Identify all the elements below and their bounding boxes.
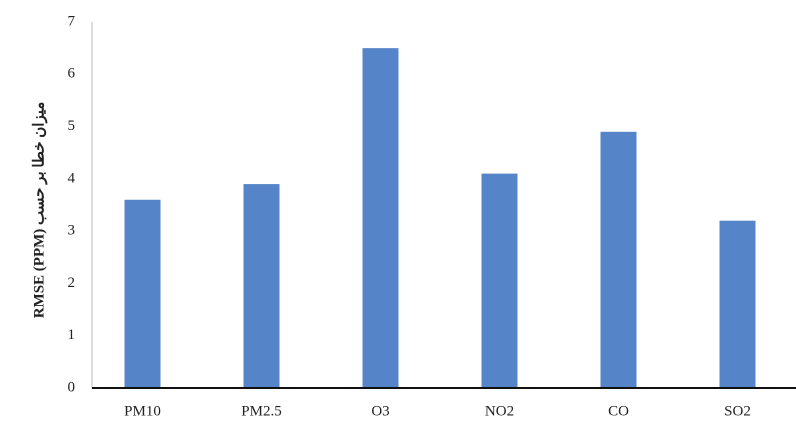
bar [719, 220, 756, 388]
y-axis-label: میزان خطا بر حسب RMSE (PPM) [31, 102, 47, 319]
x-tick-label: CO [608, 403, 629, 419]
x-tick-label: SO2 [724, 403, 751, 419]
x-tick-label: O3 [371, 403, 389, 419]
bar [600, 131, 637, 389]
bar [124, 199, 161, 388]
y-tick-label: 1 [68, 327, 76, 343]
y-tick-label: 6 [68, 66, 76, 82]
x-tick-label: NO2 [485, 403, 514, 419]
bar [362, 48, 399, 389]
bar [243, 184, 280, 388]
bar [481, 173, 518, 388]
y-tick-label: 4 [68, 170, 76, 186]
y-tick-label: 5 [68, 118, 76, 134]
y-tick-label: 2 [68, 275, 76, 291]
y-tick-label: 3 [68, 223, 76, 239]
y-tick-label: 7 [68, 13, 76, 29]
x-tick-label: PM10 [124, 403, 161, 419]
x-tick-label: PM2.5 [241, 403, 281, 419]
y-tick-label: 0 [68, 379, 76, 395]
